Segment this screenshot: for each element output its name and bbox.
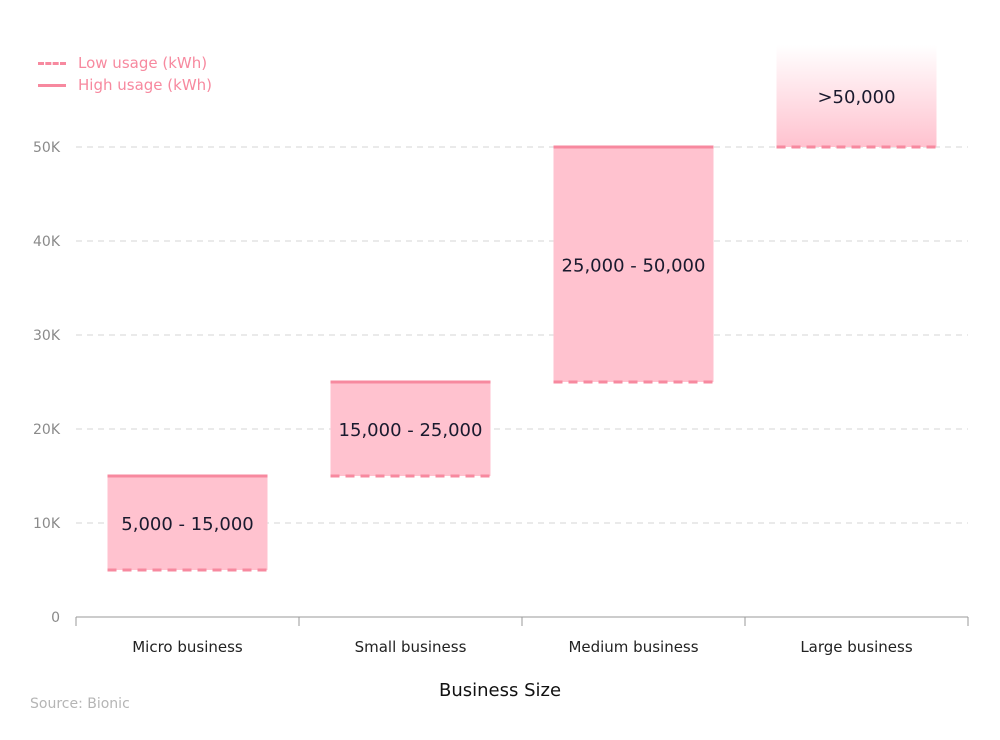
range-bar [776, 45, 937, 147]
legend-label: High usage (kWh) [78, 76, 213, 94]
bar-label: 5,000 - 15,000 [121, 514, 253, 535]
legend-label: Low usage (kWh) [78, 54, 208, 72]
x-tick-label: Medium business [568, 638, 698, 656]
range-bar [330, 382, 491, 476]
legend-item-high: High usage (kWh) [38, 74, 212, 96]
legend: Low usage (kWh) High usage (kWh) [38, 52, 212, 96]
source-note: Source: Bionic [30, 696, 130, 712]
y-tick-label: 50K [33, 140, 61, 156]
dashed-line-icon [38, 61, 66, 65]
range-bar [553, 147, 714, 382]
solid-line-icon [38, 83, 66, 87]
legend-item-low: Low usage (kWh) [38, 52, 212, 74]
y-tick-label: 20K [33, 422, 61, 438]
x-tick-label: Small business [355, 638, 467, 656]
y-tick-label: 30K [33, 328, 61, 344]
x-tick-label: Large business [800, 638, 913, 656]
x-tick-label: Micro business [132, 638, 243, 656]
bar-label: 15,000 - 25,000 [339, 420, 483, 441]
y-tick-label: 40K [33, 234, 61, 250]
y-tick-label: 10K [33, 516, 61, 532]
bar-label: >50,000 [817, 87, 895, 108]
bar-label: 25,000 - 50,000 [562, 256, 706, 277]
x-axis-title: Business Size [439, 680, 561, 701]
range-bar [107, 476, 268, 570]
y-tick-label: 0 [51, 610, 60, 626]
